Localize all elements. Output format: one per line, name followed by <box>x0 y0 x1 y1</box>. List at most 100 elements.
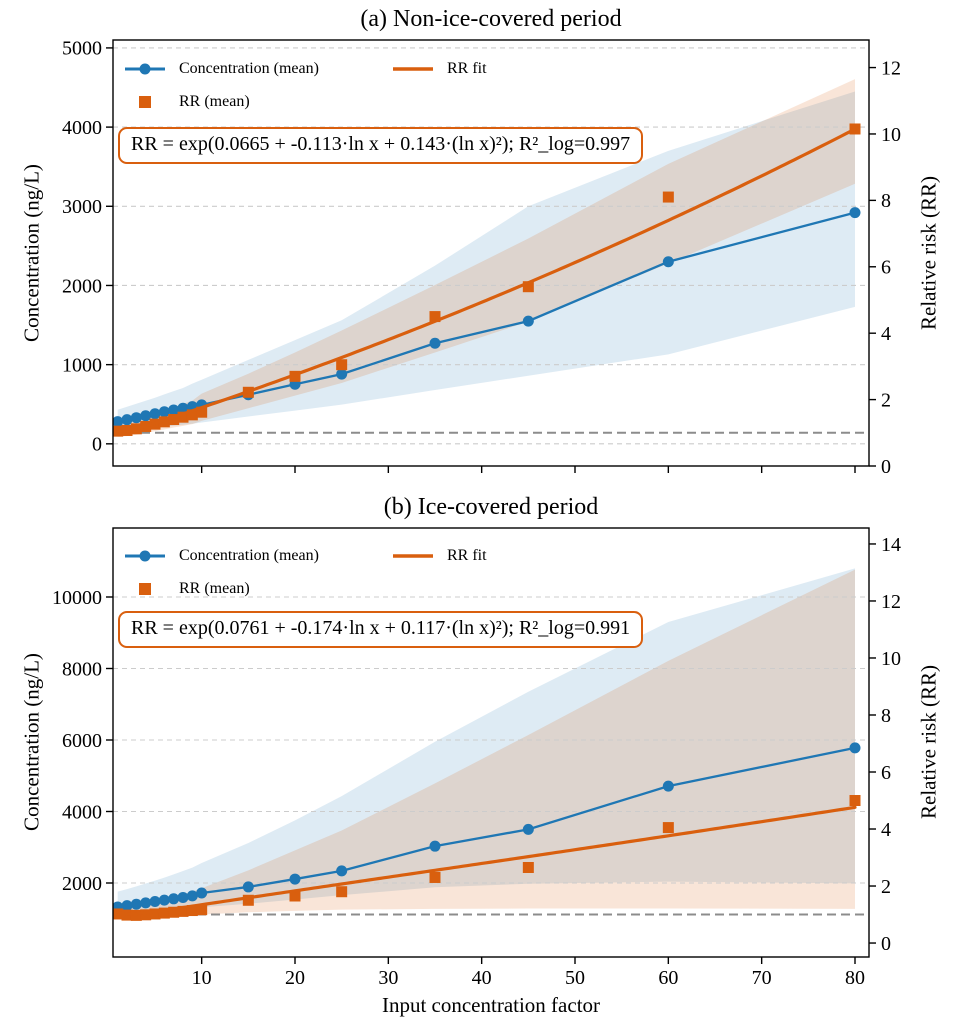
rr-mean-marker <box>662 191 674 203</box>
rr-mean-marker <box>242 894 254 906</box>
rr-mean-marker <box>289 890 301 902</box>
concentration-mean-marker <box>140 410 152 422</box>
concentration-mean-marker <box>158 406 170 418</box>
concentration-mean-marker <box>522 315 534 327</box>
rr-confidence-band <box>117 79 855 437</box>
concentration-mean-marker <box>168 893 180 905</box>
y-tick-label-right: 8 <box>881 190 891 212</box>
rr-mean-marker <box>429 311 441 323</box>
panel-a-ylabel-right: Relative risk (RR) <box>916 176 941 330</box>
y-tick-label-left: 8000 <box>62 658 102 680</box>
square-sample-icon <box>124 94 166 110</box>
panel-a-title: (a) Non-ice-covered period <box>360 6 622 32</box>
concentration-mean-marker <box>336 865 348 877</box>
plot-area <box>113 47 869 445</box>
x-tick-label: 40 <box>472 967 492 989</box>
panel-b: 2000 4000 6000 8000 10000 0 2 4 6 8 10 12 14 10 20 30 40… <box>52 527 901 989</box>
line-sample-icon <box>392 61 434 77</box>
legend-label: RR fit <box>447 59 487 77</box>
panel-a-legend: Concentration (mean) RR fit RR (mean) <box>124 52 487 118</box>
square-sample-icon <box>124 581 166 597</box>
legend-row: RR (mean) <box>124 85 487 118</box>
rr-mean-marker <box>140 909 152 921</box>
rr-fit-line <box>116 127 857 433</box>
y-tick-label-left: 5000 <box>62 38 102 60</box>
x-tick-label: 10 <box>192 967 212 989</box>
axes-spines <box>112 39 870 467</box>
rr-mean-marker <box>336 359 348 371</box>
y-tick-label-right: 4 <box>881 323 891 345</box>
y-tick-label-left: 10000 <box>52 587 102 609</box>
concentration-mean-marker <box>121 900 133 912</box>
legend-row: Concentration (mean) RR fit <box>124 539 487 572</box>
panel-a: 0 1000 2000 3000 4000 5000 0 2 4 6 8 10 12 <box>62 38 901 478</box>
panel-b-equation: RR = exp(0.0761 + -0.174·ln x + 0.117·(l… <box>118 611 644 648</box>
rr-mean-marker <box>158 907 170 919</box>
y-tick-label-left: 6000 <box>62 730 102 752</box>
y-tick-label-left: 1000 <box>62 354 102 376</box>
y-tick-label-left: 0 <box>92 434 102 456</box>
legend-label: RR (mean) <box>179 92 250 110</box>
legend-item-concentration: Concentration (mean) <box>124 547 392 565</box>
rr-mean-marker <box>336 886 348 898</box>
rr-mean-marker <box>168 906 180 918</box>
concentration-mean-marker <box>662 780 674 792</box>
concentration-mean-marker <box>849 207 861 219</box>
rr-mean-marker <box>130 909 142 921</box>
legend-item-rr-fit: RR fit <box>392 547 487 565</box>
x-tick-label: 80 <box>845 967 865 989</box>
concentration-mean-marker <box>662 256 674 268</box>
rr-mean-marker <box>149 908 161 920</box>
y-tick-label-right: 2 <box>881 389 891 411</box>
y-tick-label-right: 2 <box>881 876 891 898</box>
concentration-mean-marker <box>289 873 301 885</box>
concentration-mean-marker <box>336 368 348 380</box>
legend-row: Concentration (mean) RR fit <box>124 52 487 85</box>
y-tick-label-left: 3000 <box>62 196 102 218</box>
y-tick-label-right: 12 <box>881 591 901 613</box>
rr-mean-marker <box>522 861 534 873</box>
panel-b-ylabel-left: Concentration (ng/L) <box>19 653 44 831</box>
concentration-mean-marker <box>121 414 133 426</box>
x-tick-label: 20 <box>285 967 305 989</box>
rr-mean-marker <box>196 406 208 418</box>
legend-item-rr-fit: RR fit <box>392 60 487 78</box>
concentration-mean-marker <box>168 404 180 416</box>
plot-area <box>113 568 869 921</box>
concentration-confidence-band <box>117 91 855 432</box>
y-tick-label-right: 10 <box>881 124 901 146</box>
y-tick-label-right: 0 <box>881 456 891 478</box>
legend-label: RR (mean) <box>179 579 250 597</box>
y-tick-label-right: 10 <box>881 648 901 670</box>
line-circle-sample-icon <box>124 61 166 77</box>
y-tick-label-right: 0 <box>881 933 891 955</box>
legend-label: RR fit <box>447 546 487 564</box>
panel-b-title: (b) Ice-covered period <box>383 494 599 520</box>
rr-mean-marker <box>662 822 674 834</box>
rr-mean-marker <box>168 414 180 426</box>
concentration-mean-marker <box>149 896 161 908</box>
concentration-mean-marker <box>242 881 254 893</box>
rr-fit-line <box>116 805 857 916</box>
panel-a-ylabel-left: Concentration (ng/L) <box>19 164 44 342</box>
panel-a-equation: RR = exp(0.0665 + -0.113·ln x + 0.143·(l… <box>118 127 644 164</box>
concentration-mean-marker <box>429 337 441 349</box>
y-tick-label-right: 14 <box>881 534 901 556</box>
y-tick-label-right: 4 <box>881 819 891 841</box>
y-tick-label-left: 2000 <box>62 873 102 895</box>
x-axis-label: Input concentration factor <box>381 993 601 1017</box>
y-tick-label-left: 4000 <box>62 801 102 823</box>
legend-item-concentration: Concentration (mean) <box>124 60 392 78</box>
x-tick-label: 60 <box>658 967 678 989</box>
concentration-mean-marker <box>113 416 124 428</box>
y-tick-label-right: 6 <box>881 762 891 784</box>
y-tick-label-right: 6 <box>881 257 891 279</box>
panel-b-ylabel-right: Relative risk (RR) <box>916 665 941 819</box>
legend-item-rr-mean: RR (mean) <box>124 93 392 111</box>
concentration-mean-marker <box>177 891 189 903</box>
rr-mean-marker <box>177 905 189 917</box>
concentration-mean-marker <box>849 742 861 754</box>
rr-mean-marker <box>177 411 189 423</box>
